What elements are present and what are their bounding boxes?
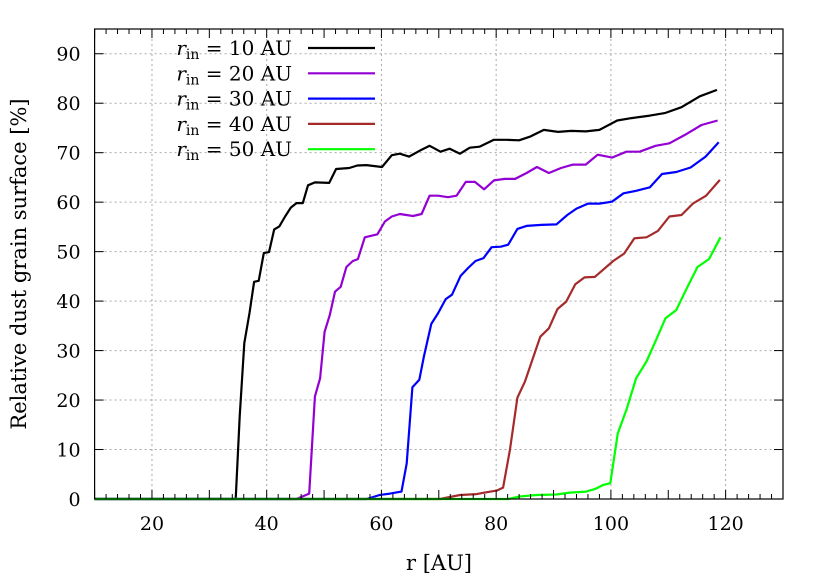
- legend-label: rin = 20 AU: [176, 61, 292, 88]
- series-line: [94, 141, 720, 501]
- x-axis-label: r [AU]: [406, 551, 472, 575]
- legend-entry: rin = 20 AU: [176, 61, 375, 88]
- y-tick-label: 60: [56, 192, 80, 214]
- y-tick-label: 50: [56, 242, 80, 264]
- legend-entry: rin = 10 AU: [176, 36, 375, 63]
- y-tick-label: 70: [56, 143, 80, 165]
- y-tick-label: 90: [56, 44, 80, 66]
- y-tick-label: 30: [56, 341, 80, 363]
- y-axis-label: Relative dust grain surface [%]: [7, 98, 31, 429]
- legend-label: rin = 30 AU: [176, 87, 292, 114]
- y-tick-label: 10: [56, 440, 80, 462]
- ticks: 20 40 60 80 100 120 0 10 20 30 40 50 60 70 80 90: [56, 29, 784, 535]
- legend-label: rin = 40 AU: [176, 112, 292, 139]
- y-tick-label: 40: [56, 291, 80, 313]
- legend-label: rin = 10 AU: [176, 36, 292, 63]
- series-line: [94, 236, 722, 501]
- y-tick-label: 80: [56, 93, 80, 115]
- legend-entry: rin = 40 AU: [176, 112, 375, 139]
- series-layer: [94, 88, 722, 501]
- x-tick-label: 120: [708, 513, 744, 535]
- y-tick-label: 0: [69, 489, 81, 511]
- legend-label: rin = 50 AU: [176, 137, 292, 164]
- legend-entry: rin = 50 AU: [176, 137, 375, 164]
- x-tick-label: 100: [593, 513, 629, 535]
- x-tick-label: 20: [140, 513, 164, 535]
- x-tick-label: 80: [484, 513, 508, 535]
- series-line: [94, 88, 718, 501]
- x-tick-label: 40: [255, 513, 279, 535]
- series-line: [94, 119, 718, 501]
- legend-entry: rin = 30 AU: [176, 87, 375, 114]
- x-tick-label: 60: [369, 513, 393, 535]
- grid: [94, 29, 783, 499]
- y-tick-label: 20: [56, 390, 80, 412]
- series-line: [94, 179, 721, 501]
